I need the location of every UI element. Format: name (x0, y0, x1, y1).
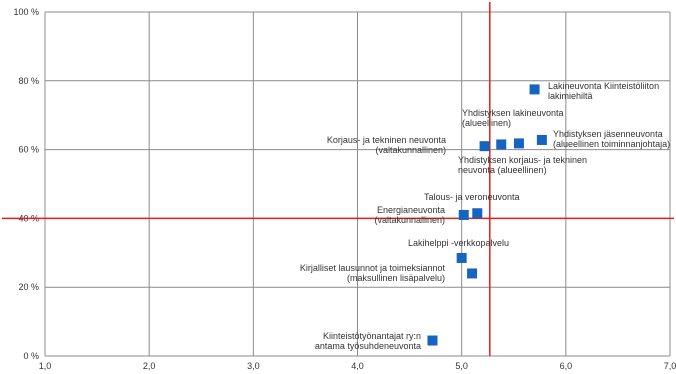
point-label: Kiinteistötyönantajat ry:n antama työsuhd… (315, 331, 421, 351)
point-label-line: Kirjalliset lausunnot ja toimeksiannot (300, 263, 446, 273)
point-label: Lakihelppi -verkkopalvelu (408, 238, 509, 248)
x-tick-label: 1,0 (39, 361, 52, 371)
data-point (496, 139, 507, 150)
point-label: Korjaus- ja tekninen neuvonta (valtakunna… (327, 135, 446, 155)
point-label-line: (maksullinen lisäpalvelu) (347, 273, 445, 283)
point-label: Lakineuvonta Kiinteistöliiton lakimiehilt… (548, 81, 659, 101)
point-label: Energianeuvonta (valtakunnallinen) (374, 205, 445, 225)
point-labels: Lakineuvonta Kiinteistöliiton lakimiehilt… (300, 81, 670, 351)
point-label-line: Yhdistyksen korjaus- ja tekninen (458, 155, 587, 165)
data-point (467, 268, 478, 279)
point-label: Yhdistyksen lakineuvonta (alueellinen) (462, 108, 564, 128)
point-label: Yhdistyksen korjaus- ja tekninen neuvonta… (458, 155, 587, 175)
y-tick-label: 100 % (13, 7, 39, 17)
y-tick-label: 0 % (23, 351, 39, 361)
point-label: Talous- ja veroneuvonta (424, 192, 520, 202)
data-point (427, 335, 438, 346)
point-label-line: neuvonta (alueellinen) (458, 165, 547, 175)
point-label: Kirjalliset lausunnot ja toimeksiannot (m… (300, 263, 446, 283)
y-tick-label: 60 % (18, 145, 39, 155)
data-point (529, 84, 540, 95)
x-tick-label: 7,0 (664, 361, 676, 371)
data-point (536, 134, 547, 145)
point-label-line: lakimiehiltä (548, 91, 593, 101)
point-label-line: Energianeuvonta (377, 205, 445, 215)
point-label-line: (alueellinen toiminnanjohtaja) (553, 139, 670, 149)
point-label-line: (valtakunnallinen) (374, 215, 445, 225)
data-points (427, 84, 547, 346)
data-point (458, 209, 469, 220)
y-tick-labels: 0 %20 %40 %60 %80 %100 % (13, 7, 39, 361)
point-label-line: Korjaus- ja tekninen neuvonta (327, 135, 446, 145)
point-label-line: antama työsuhdeneuvonta (315, 341, 421, 351)
y-tick-label: 80 % (18, 76, 39, 86)
x-tick-label: 6,0 (560, 361, 573, 371)
data-point (456, 252, 467, 263)
point-label: Yhdistyksen jäsenneuvonta (alueellinen to… (553, 129, 670, 149)
x-tick-label: 3,0 (247, 361, 260, 371)
x-tick-label: 2,0 (143, 361, 156, 371)
x-tick-labels: 1,0 2,0 3,0 4,0 5,0 6,0 7,0 (39, 361, 676, 371)
y-tick-label: 20 % (18, 282, 39, 292)
data-point (472, 208, 483, 219)
point-label-line: Lakihelppi -verkkopalvelu (408, 238, 509, 248)
point-label-line: Lakineuvonta Kiinteistöliiton (548, 81, 659, 91)
point-label-line: Kiinteistötyönantajat ry:n (323, 331, 421, 341)
x-tick-label: 5,0 (455, 361, 468, 371)
point-label-line: Yhdistyksen lakineuvonta (462, 108, 564, 118)
point-label-line: Yhdistyksen jäsenneuvonta (553, 129, 663, 139)
point-label-line: (alueellinen) (462, 118, 511, 128)
point-label-line: Talous- ja veroneuvonta (424, 192, 520, 202)
x-tick-label: 4,0 (351, 361, 364, 371)
reference-lines (2, 2, 674, 356)
point-label-line: (valtakunnallinen) (375, 145, 446, 155)
data-point (513, 138, 524, 149)
data-point (479, 141, 490, 152)
